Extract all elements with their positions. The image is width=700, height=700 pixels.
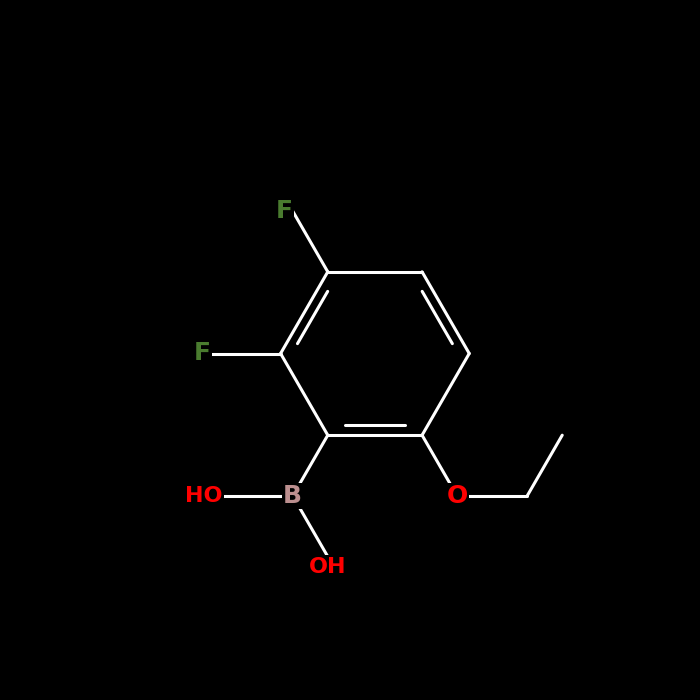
Text: F: F: [276, 199, 293, 223]
Text: O: O: [447, 484, 468, 508]
Text: HO: HO: [186, 486, 223, 506]
Text: F: F: [193, 342, 211, 365]
Text: OH: OH: [309, 556, 346, 577]
Text: B: B: [284, 484, 302, 508]
